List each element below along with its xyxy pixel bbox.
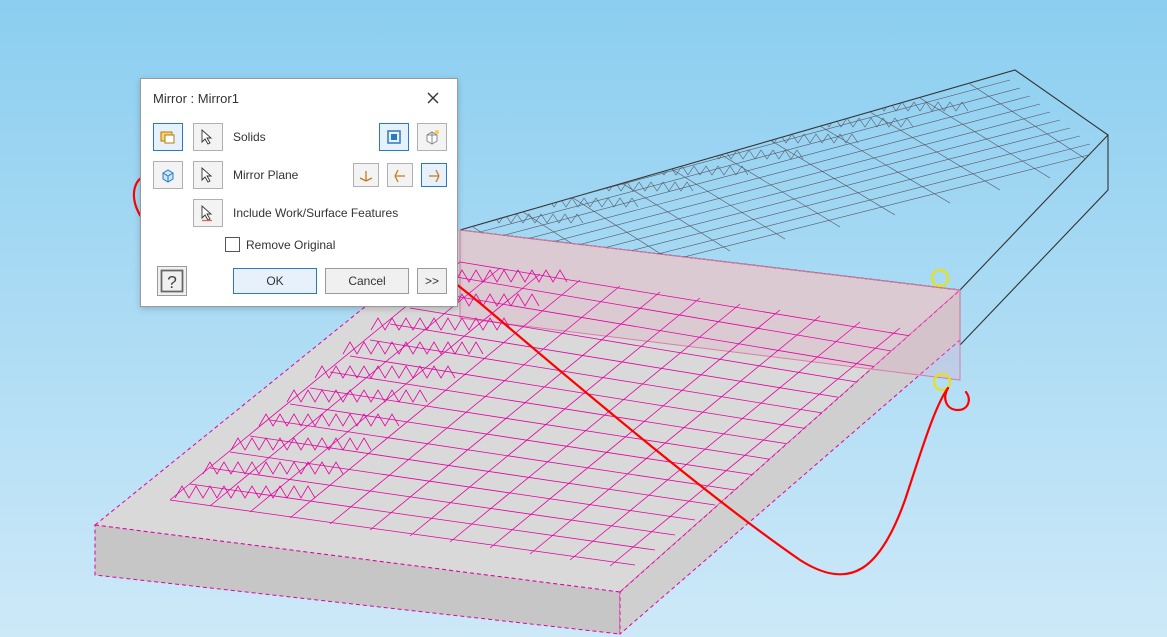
close-button[interactable] — [419, 87, 447, 109]
ok-label: OK — [266, 274, 283, 288]
expand-label: >> — [425, 274, 439, 288]
selection-filter-button[interactable] — [379, 123, 409, 151]
plane-xz-button[interactable] — [421, 163, 447, 187]
plane-yz-button[interactable] — [387, 163, 413, 187]
pick-include-features-button[interactable] — [193, 199, 223, 227]
help-icon: ? — [158, 267, 186, 295]
expand-button[interactable]: >> — [417, 268, 447, 294]
plane-xy-icon — [358, 167, 374, 183]
include-features-label: Include Work/Surface Features — [231, 206, 447, 220]
solids-label: Solids — [231, 130, 371, 144]
mode-features-button[interactable] — [153, 123, 183, 151]
row-include-features: Include Work/Surface Features — [151, 199, 447, 227]
cursor-icon — [199, 166, 217, 184]
dialog-button-row: ? OK Cancel >> — [151, 266, 447, 296]
solid-body-icon — [159, 166, 177, 184]
dialog-title: Mirror : Mirror1 — [153, 91, 239, 106]
plane-xy-button[interactable] — [353, 163, 379, 187]
cancel-button[interactable]: Cancel — [325, 268, 409, 294]
svg-text:?: ? — [167, 272, 177, 292]
mode-solid-button[interactable] — [153, 161, 183, 189]
selection-options-button[interactable] — [417, 123, 447, 151]
viewport-3d: Mirror : Mirror1 — [0, 0, 1167, 637]
mirror-wire-right — [960, 135, 1108, 345]
cursor-underline-icon — [199, 204, 217, 222]
row-mirror-plane: Mirror Plane — [151, 161, 447, 189]
help-button[interactable]: ? — [157, 266, 187, 296]
cube-sparkle-icon — [423, 128, 441, 146]
pick-solids-button[interactable] — [193, 123, 223, 151]
row-solids: Solids — [151, 123, 447, 151]
plane-yz-icon — [392, 167, 408, 183]
plane-xz-icon — [426, 167, 442, 183]
cursor-icon — [199, 128, 217, 146]
selection-filter-icon — [385, 128, 403, 146]
dialog-title-bar[interactable]: Mirror : Mirror1 — [141, 79, 457, 115]
remove-original-checkbox[interactable] — [225, 237, 240, 252]
pick-mirror-plane-button[interactable] — [193, 161, 223, 189]
features-icon — [159, 128, 177, 146]
cancel-label: Cancel — [348, 274, 385, 288]
plane-handle-top — [932, 270, 948, 286]
remove-original-row[interactable]: Remove Original — [225, 237, 447, 252]
close-icon — [427, 92, 439, 104]
ok-button[interactable]: OK — [233, 268, 317, 294]
mirror-plane-label: Mirror Plane — [231, 168, 345, 182]
remove-original-label: Remove Original — [246, 238, 335, 252]
mirror-dialog: Mirror : Mirror1 — [140, 78, 458, 307]
